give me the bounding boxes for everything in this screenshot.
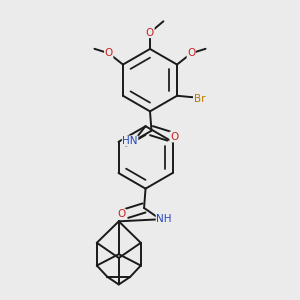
Text: O: O xyxy=(105,48,113,58)
Text: O: O xyxy=(146,28,154,38)
Text: O: O xyxy=(187,48,195,58)
Text: NH: NH xyxy=(156,214,172,224)
Text: Br: Br xyxy=(194,94,205,104)
Text: O: O xyxy=(117,209,126,219)
Text: O: O xyxy=(170,132,178,142)
Text: HN: HN xyxy=(122,136,138,146)
